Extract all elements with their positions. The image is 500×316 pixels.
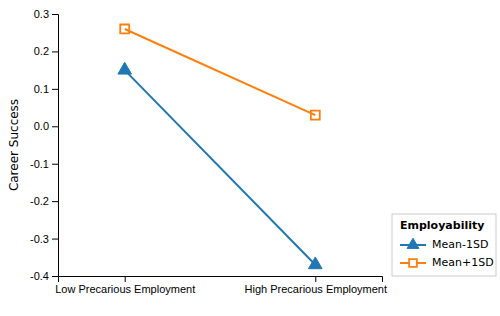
tick-mark <box>52 276 58 277</box>
tick-mark <box>52 239 58 240</box>
tick-label: 0.2 <box>34 45 49 57</box>
axis-line <box>59 277 383 283</box>
line <box>125 29 316 115</box>
legend-item: Mean+1SD <box>400 256 494 269</box>
tick-mark <box>52 126 58 127</box>
tick: 0.3 <box>34 8 58 20</box>
marks <box>118 24 322 268</box>
tick: 0.1 <box>34 83 58 95</box>
point <box>308 257 322 269</box>
y-axis: -0.4 -0.3 -0.2 -0.1 0.0 0.1 0.2 0.3 <box>30 8 58 282</box>
tick: -0.3 <box>30 233 58 245</box>
axis-title: Career Success <box>7 99 21 191</box>
tick: 0.0 <box>34 120 58 132</box>
tick-label: 0.0 <box>34 120 49 132</box>
tick-label: -0.1 <box>30 158 49 170</box>
tick-mark <box>315 276 316 282</box>
tick-mark <box>52 51 58 52</box>
tick: -0.4 <box>30 270 58 282</box>
tick-label: -0.2 <box>30 195 49 207</box>
plot: -0.4 -0.3 -0.2 -0.1 0.0 0.1 0.2 0.3 Low Precario… <box>30 8 387 295</box>
tick-mark <box>125 276 126 282</box>
tick: -0.2 <box>30 195 58 207</box>
point <box>120 24 129 33</box>
tick-label: -0.4 <box>30 270 49 282</box>
point <box>311 111 320 120</box>
legend-frame <box>392 214 496 276</box>
point <box>118 62 132 74</box>
tick: High Precarious Employment <box>245 276 387 295</box>
tick-mark <box>52 201 58 202</box>
legend-marker <box>407 238 419 248</box>
tick-mark <box>52 164 58 165</box>
axis-line <box>52 15 59 277</box>
tick-label: 0.1 <box>34 83 49 95</box>
tick: -0.1 <box>30 158 58 170</box>
tick-label: -0.3 <box>30 233 49 245</box>
legend-label: Mean+1SD <box>432 256 494 269</box>
tick-label: Low Precarious Employment <box>55 283 195 295</box>
legend: Employability Mean-1SD Mean+1SD <box>392 214 496 276</box>
tick-label: 0.3 <box>34 8 49 20</box>
tick-label: High Precarious Employment <box>245 283 387 295</box>
line <box>125 70 316 265</box>
tick-mark <box>52 89 58 90</box>
chart: -0.4 -0.3 -0.2 -0.1 0.0 0.1 0.2 0.3 Low Precario… <box>0 0 500 316</box>
legend-title: Employability <box>400 219 484 232</box>
legend-marker <box>409 259 417 267</box>
legend-label: Mean-1SD <box>432 238 488 251</box>
tick: Low Precarious Employment <box>55 276 195 295</box>
x-axis: Low Precarious Employment High Precarious… <box>55 276 387 295</box>
tick-mark <box>52 14 58 15</box>
tick: 0.2 <box>34 45 58 57</box>
legend-item: Mean-1SD <box>400 238 488 251</box>
